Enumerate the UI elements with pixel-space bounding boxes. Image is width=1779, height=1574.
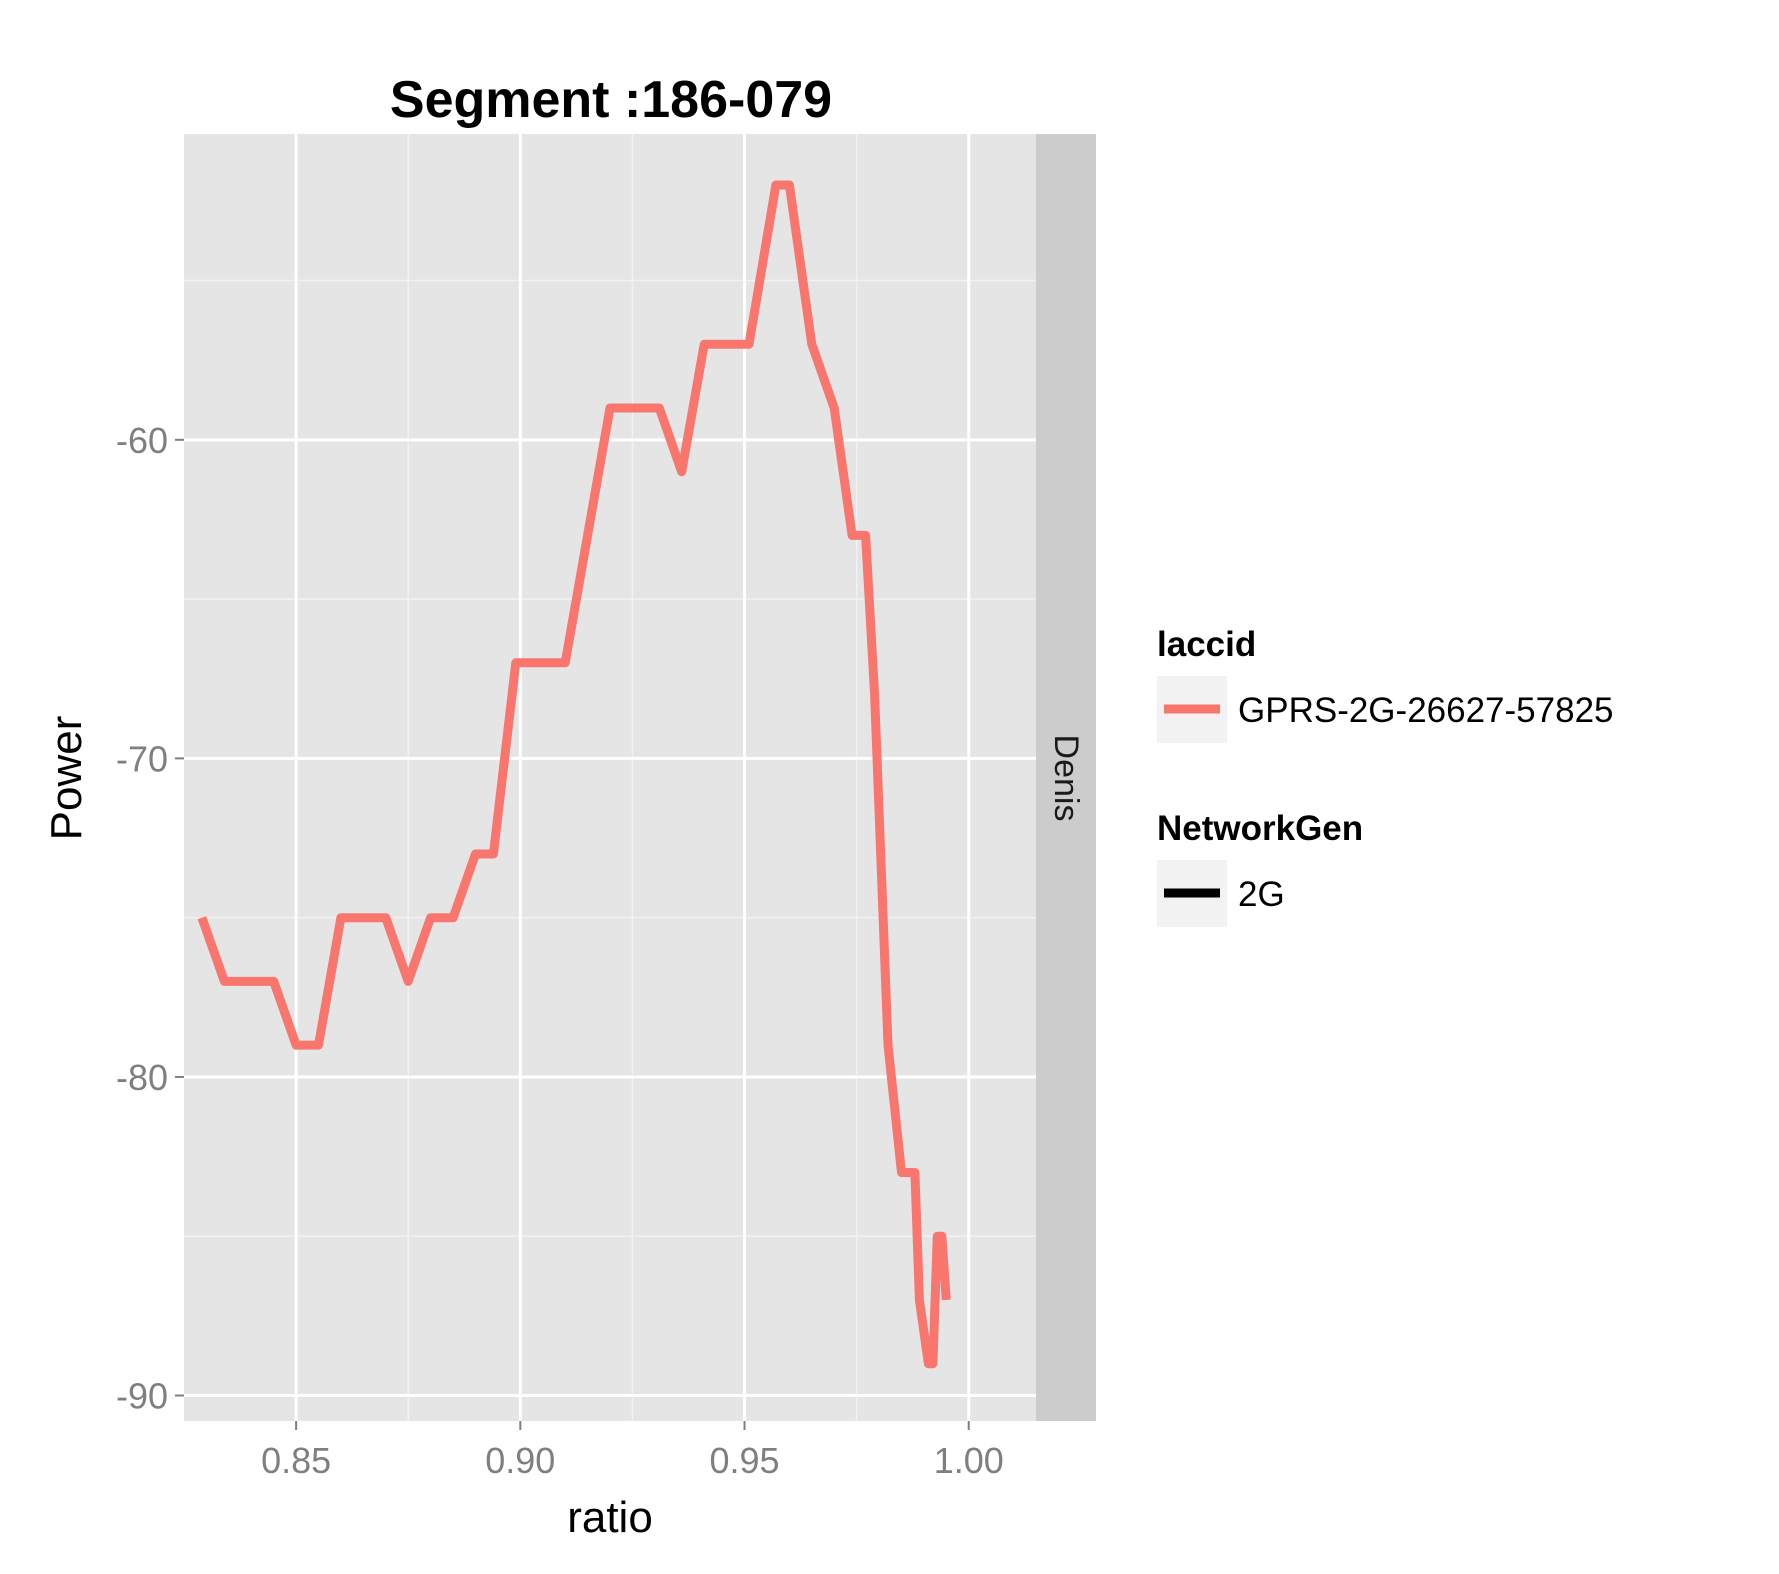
series-line bbox=[197, 180, 951, 1369]
x-tick-label: 1.00 bbox=[934, 1440, 1004, 1481]
chart-title: Segment :186-079 bbox=[390, 71, 832, 129]
legend: laccid GPRS-2G-26627-57825 NetworkGen 2G bbox=[1157, 625, 1614, 927]
x-axis-title: ratio bbox=[567, 1493, 653, 1542]
y-axis-title: Power bbox=[42, 716, 91, 841]
legend-label-networkgen: 2G bbox=[1238, 875, 1285, 914]
legend-label-laccid: GPRS-2G-26627-57825 bbox=[1238, 691, 1614, 730]
series-layer bbox=[197, 180, 951, 1369]
x-tick-label: 0.95 bbox=[709, 1440, 779, 1481]
legend-title-laccid: laccid bbox=[1157, 625, 1256, 664]
y-tick-label: -60 bbox=[116, 420, 168, 461]
facet-strip-label: Denis bbox=[1047, 735, 1085, 822]
y-tick-label: -90 bbox=[116, 1376, 168, 1417]
minor-gridlines bbox=[184, 134, 1036, 1421]
x-tick-label: 0.85 bbox=[261, 1440, 331, 1481]
plot-panel bbox=[184, 134, 1036, 1421]
y-axis: -90 -80 -70 -60 bbox=[116, 420, 184, 1417]
x-axis: 0.85 0.90 0.95 1.00 bbox=[261, 1421, 1004, 1481]
y-tick-label: -80 bbox=[116, 1057, 168, 1098]
x-tick-label: 0.90 bbox=[485, 1440, 555, 1481]
legend-title-networkgen: NetworkGen bbox=[1157, 809, 1363, 848]
facet-strip bbox=[1036, 134, 1096, 1421]
y-tick-label: -70 bbox=[116, 738, 168, 779]
